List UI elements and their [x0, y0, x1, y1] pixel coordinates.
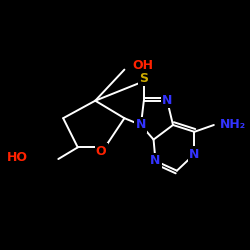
- Text: S: S: [139, 72, 148, 85]
- Text: NH₂: NH₂: [220, 118, 246, 132]
- Text: N: N: [136, 118, 146, 132]
- Text: HO: HO: [7, 150, 28, 164]
- Text: N: N: [162, 94, 172, 107]
- Text: OH: OH: [132, 59, 153, 72]
- Text: O: O: [96, 145, 106, 158]
- Text: N: N: [189, 148, 200, 161]
- Text: N: N: [150, 154, 161, 168]
